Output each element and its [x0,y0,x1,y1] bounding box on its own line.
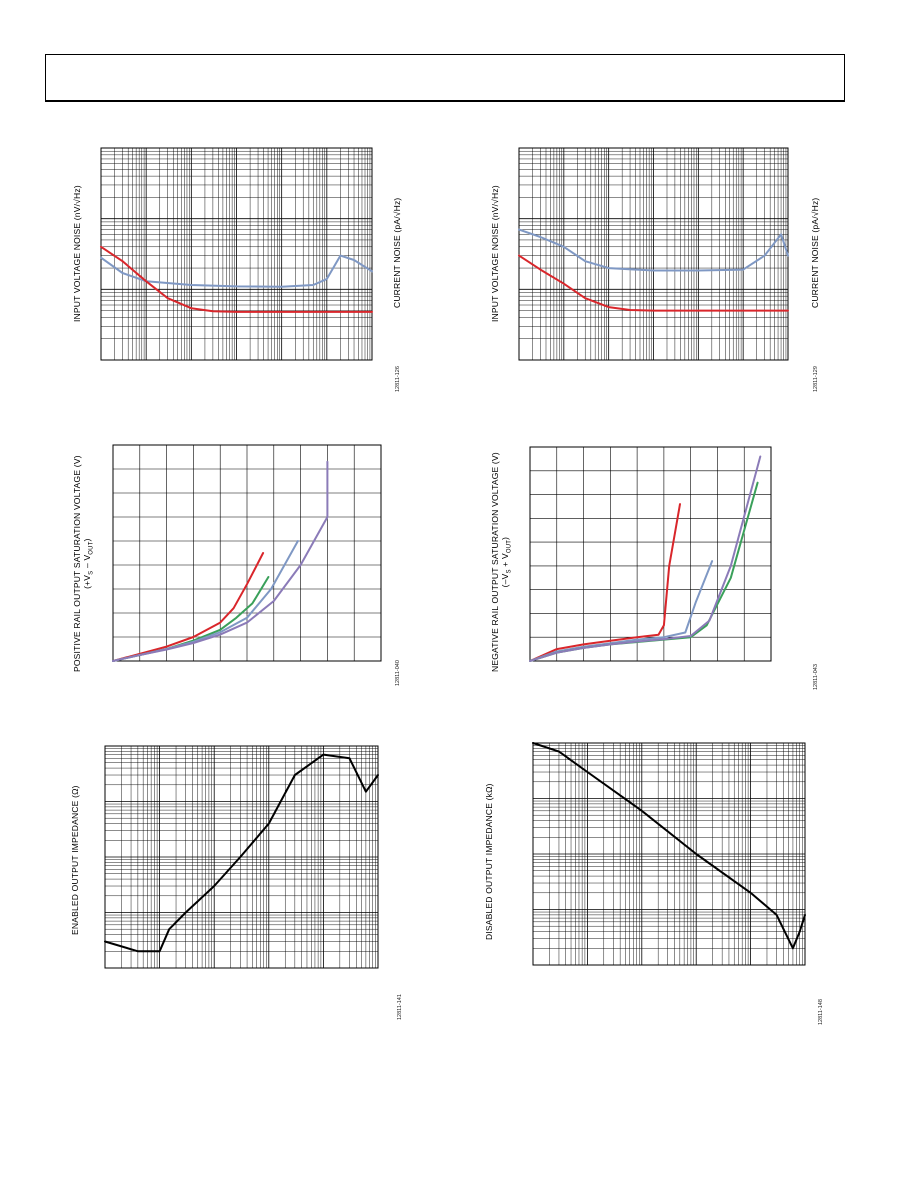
chart-voltage-current-noise-1 [100,147,373,361]
chart5-figure-id: 12811-141 [397,994,403,1020]
plot-frame [532,742,806,966]
chart1-y2-axis-label: CURRENT NOISE (pA/√Hz) [392,197,402,308]
chart4-y-axis-label-line2: (–VS + VOUT) [500,536,513,588]
series-line-1 [100,254,373,288]
series-line-2 [529,560,714,662]
chart2-figure-id: 12811-129 [813,366,819,392]
series-line-4 [112,460,329,662]
chart3-y-axis-label-line2: (+VS – VOUT) [82,538,95,589]
chart2-y-axis-label: INPUT VOLTAGE NOISE (nV/√Hz) [490,185,500,322]
series-line-4 [529,455,762,662]
chart1-figure-id: 12811-126 [395,366,401,392]
plot-frame [100,147,373,361]
chart3-y-axis-label: POSITIVE RAIL OUTPUT SATURATION VOLTAGE … [72,455,95,672]
series-line-1 [532,742,806,950]
chart-voltage-current-noise-2 [518,147,789,361]
series-line-3 [529,481,759,662]
chart3-y-axis-label-line1: POSITIVE RAIL OUTPUT SATURATION VOLTAGE … [72,455,82,672]
chart4-figure-id: 12811-043 [813,664,819,690]
series-line-1 [104,753,379,953]
series-line-1 [518,228,789,272]
chart6-figure-id: 12811-148 [818,999,824,1025]
series-line-1 [529,503,681,662]
series-line-3 [112,540,299,662]
plot-frame [529,446,772,662]
chart6-y-axis-label: DISABLED OUTPUT IMPEDANCE (kΩ) [484,783,494,940]
chart2-y2-axis-label: CURRENT NOISE (pA/√Hz) [810,197,820,308]
series-line-1 [112,552,265,662]
page-header-box [45,54,845,102]
chart4-y-axis-label: NEGATIVE RAIL OUTPUT SATURATION VOLTAGE … [490,452,513,672]
series-line-2 [100,245,373,313]
grid [112,444,382,662]
chart-disabled-output-impedance [532,742,806,966]
grid [100,148,372,361]
chart4-y-axis-label-line1: NEGATIVE RAIL OUTPUT SATURATION VOLTAGE … [490,452,500,672]
grid [518,148,788,361]
chart3-figure-id: 12811-040 [395,660,401,686]
series-line-2 [518,254,789,312]
plot-frame [104,745,379,969]
chart-negative-rail-saturation [529,446,772,662]
grid [532,743,805,966]
plot-frame [112,444,382,662]
chart-positive-rail-saturation [112,444,382,662]
chart5-y-axis-label: ENABLED OUTPUT IMPEDANCE (Ω) [70,785,80,935]
chart-enabled-output-impedance [104,745,379,969]
chart1-y-axis-label: INPUT VOLTAGE NOISE (nV/√Hz) [72,185,82,322]
